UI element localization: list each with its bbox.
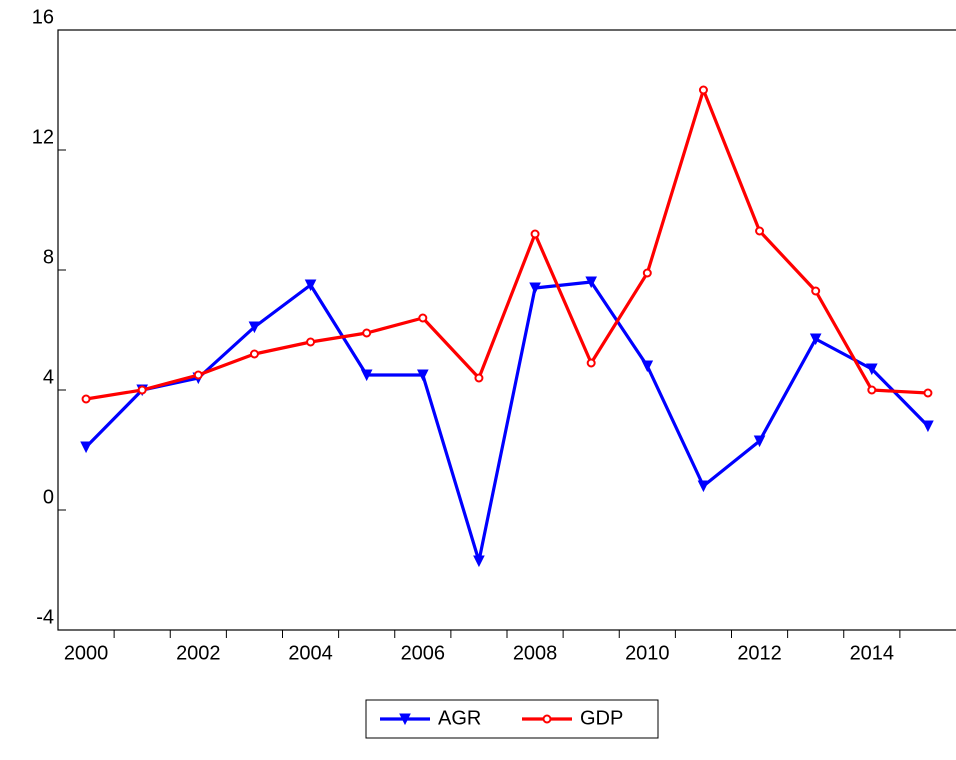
plot-frame (57, 29, 956, 631)
marker (80, 441, 92, 454)
marker (304, 279, 317, 292)
marker (249, 349, 259, 359)
marker (585, 276, 597, 289)
marker (362, 328, 372, 338)
y-tick-label: 4 (43, 366, 54, 388)
marker (866, 363, 878, 376)
marker (399, 713, 411, 726)
marker (417, 369, 429, 382)
x-tick-label: 2002 (176, 642, 221, 664)
marker (755, 226, 765, 236)
marker (81, 394, 91, 404)
marker (248, 321, 261, 334)
marker (360, 369, 373, 382)
x-tick-label: 2014 (850, 642, 895, 664)
series (81, 85, 933, 404)
marker (753, 435, 766, 448)
marker (698, 85, 708, 95)
marker (418, 313, 428, 323)
marker (697, 480, 710, 493)
series-line (85, 88, 929, 401)
marker (641, 360, 654, 373)
marker (193, 370, 203, 380)
x-tick-label: 2000 (64, 642, 109, 664)
series (80, 276, 934, 568)
x-tick-label: 2006 (401, 642, 446, 664)
y-tick-label: -4 (36, 606, 54, 628)
marker (306, 337, 316, 347)
marker (473, 555, 485, 568)
y-tick-label: 8 (43, 246, 54, 268)
marker (529, 282, 541, 295)
marker (530, 229, 540, 239)
y-tick-label: 12 (32, 126, 54, 148)
marker (642, 268, 652, 278)
y-tick-label: 0 (43, 486, 54, 508)
marker (137, 385, 147, 395)
y-tick-label: 16 (32, 6, 54, 28)
x-tick-label: 2008 (513, 642, 558, 664)
legend-label: GDP (580, 707, 623, 729)
marker (809, 333, 822, 346)
marker (542, 714, 552, 724)
marker (586, 358, 596, 368)
marker (474, 373, 484, 383)
legend-label: AGR (438, 707, 481, 729)
x-tick-label: 2004 (288, 642, 333, 664)
x-tick-label: 2012 (737, 642, 782, 664)
marker (811, 286, 821, 296)
series-line (84, 280, 930, 563)
marker (922, 420, 934, 433)
x-tick-label: 2010 (625, 642, 670, 664)
marker (923, 388, 933, 398)
marker (867, 385, 877, 395)
